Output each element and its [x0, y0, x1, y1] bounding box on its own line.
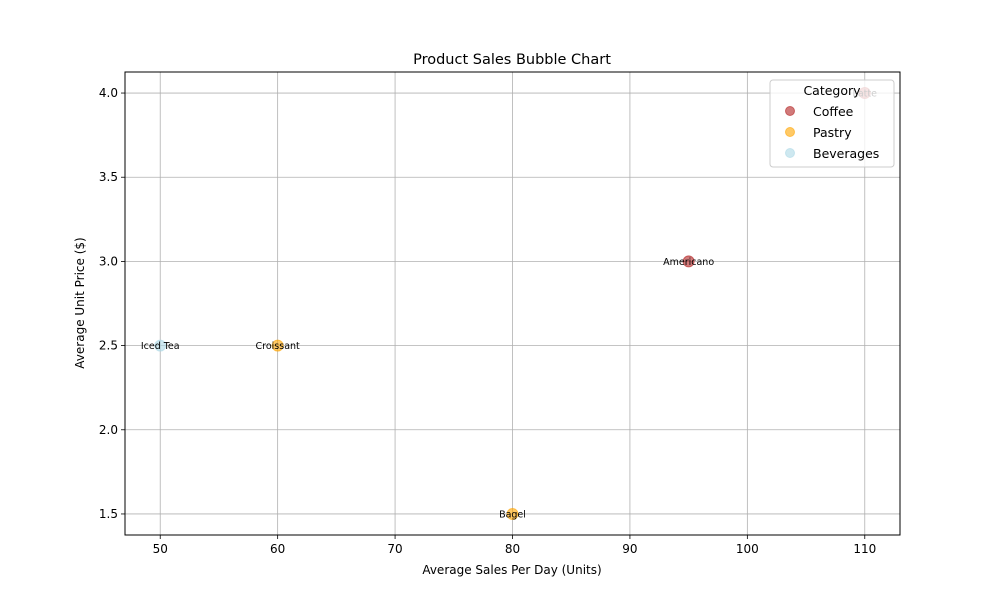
data-point: [271, 339, 284, 352]
y-axis-label: Average Unit Price ($): [73, 237, 87, 368]
x-tick-label: 110: [853, 542, 876, 556]
legend-entry-label: Coffee: [813, 104, 854, 119]
x-tick-label: 70: [387, 542, 402, 556]
legend-marker: [785, 148, 795, 158]
legend-entry-label: Beverages: [813, 146, 879, 161]
legend-marker: [785, 106, 795, 116]
data-point-label: Americano: [663, 257, 714, 268]
x-tick-label: 50: [153, 542, 168, 556]
legend-entry-label: Pastry: [813, 125, 852, 140]
x-tick-label: 80: [505, 542, 520, 556]
axis-ticks: 50 60 70 80 90 100 110 1.5 2.0 2.5 3.0 3.5 4.0: [99, 86, 876, 556]
y-tick-label: 4.0: [99, 86, 118, 100]
x-tick-label: 60: [270, 542, 285, 556]
chart-title: Product Sales Bubble Chart: [413, 52, 611, 68]
legend-title: Category: [803, 83, 861, 98]
data-point: [682, 255, 695, 268]
data-labels: AmericanoLatteCroissantBagelIced Tea: [141, 89, 877, 521]
x-axis-label: Average Sales Per Day (Units): [422, 563, 601, 577]
x-tick-label: 90: [622, 542, 637, 556]
y-tick-label: 2.5: [99, 339, 118, 353]
data-point: [506, 507, 519, 520]
x-tick-label: 100: [736, 542, 759, 556]
legend-marker: [785, 127, 795, 137]
y-tick-label: 3.5: [99, 170, 118, 184]
y-tick-label: 1.5: [99, 507, 118, 521]
data-point-label: Croissant: [256, 341, 301, 352]
data-point-label: Iced Tea: [141, 341, 180, 352]
legend: Category Coffee Pastry Beverages: [769, 79, 895, 168]
legend-box: [769, 79, 895, 168]
data-point-label: Bagel: [499, 509, 526, 520]
y-tick-label: 2.0: [99, 423, 118, 437]
y-tick-label: 3.0: [99, 254, 118, 268]
data-point: [154, 339, 167, 352]
